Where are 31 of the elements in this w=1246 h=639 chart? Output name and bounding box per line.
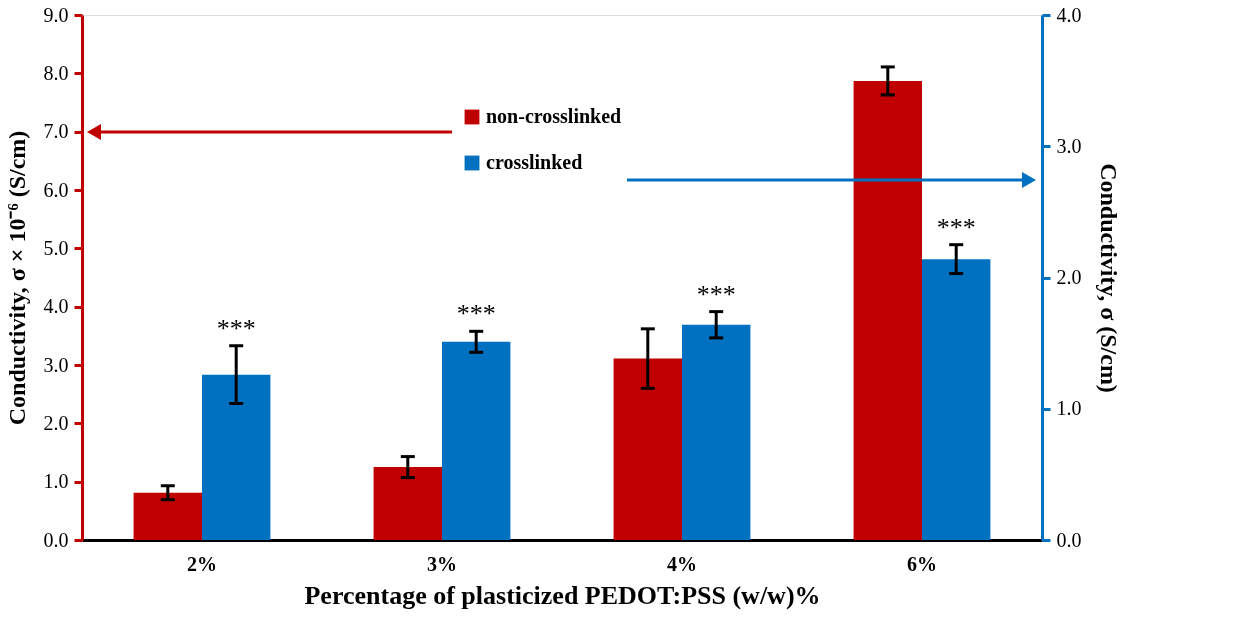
- y-tick-label: 5.0: [43, 236, 69, 259]
- x-tick-label: 4%: [667, 552, 697, 575]
- bar: [202, 374, 271, 540]
- annotation: ***: [936, 212, 976, 242]
- y-tick-label: 8.0: [43, 61, 69, 84]
- y2-tick-label: 0.0: [1056, 528, 1082, 551]
- y-tick-label: 7.0: [43, 120, 69, 143]
- y2-tick-label: 3.0: [1056, 134, 1082, 157]
- bar: [442, 341, 511, 540]
- y-tick-label: 0.0: [43, 528, 69, 551]
- legend-label: non-crosslinked: [486, 105, 622, 127]
- x-axis-title: Percentage of plasticized PEDOT:PSS (w/w)%: [304, 580, 821, 610]
- y-axis-title: Conductivity, σ × 10⁻⁶ (S/cm): [3, 130, 30, 426]
- annotation: ***: [456, 299, 496, 329]
- y2-tick-label: 2.0: [1056, 266, 1082, 288]
- y-tick-label: 3.0: [43, 353, 69, 376]
- annotation: ***: [216, 313, 256, 343]
- y-tick-label: 6.0: [43, 178, 69, 201]
- x-tick-label: 3%: [427, 552, 457, 575]
- legend-label: crosslinked: [486, 151, 583, 173]
- y-tick-label: 2.0: [43, 411, 69, 434]
- y2-tick-label: 4.0: [1056, 3, 1082, 26]
- y-tick-label: 1.0: [43, 470, 69, 493]
- annotation: ***: [696, 279, 736, 309]
- x-tick-label: 6%: [907, 552, 937, 575]
- x-tick-label: 2%: [187, 552, 217, 575]
- y-tick-label: 9.0: [43, 3, 69, 26]
- y-tick-label: 4.0: [43, 295, 69, 318]
- y2-axis-title: Conductivity, σ (S/cm): [1095, 163, 1122, 393]
- y2-tick-label: 1.0: [1056, 397, 1082, 420]
- bar: [133, 492, 202, 540]
